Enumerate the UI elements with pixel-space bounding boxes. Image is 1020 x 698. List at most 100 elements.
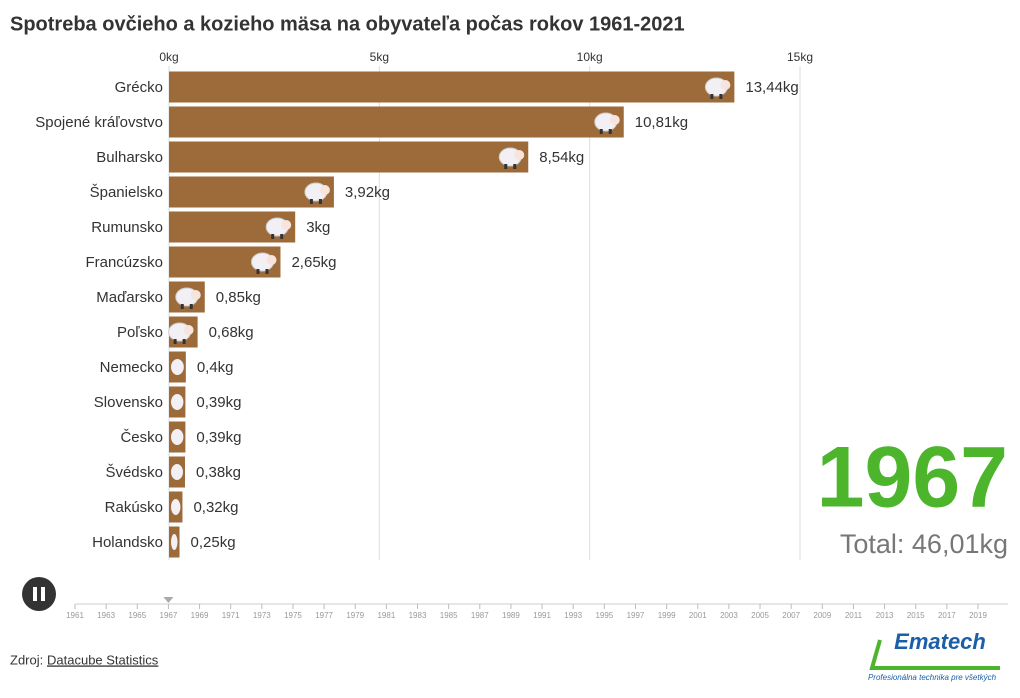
- value-label: 0,38kg: [196, 464, 241, 481]
- bar: [169, 71, 735, 103]
- timeline-label: 1995: [595, 611, 613, 620]
- y-tick-label: Slovensko: [94, 394, 163, 411]
- timeline-label: 2019: [969, 611, 987, 620]
- current-year: 1967: [817, 430, 1008, 526]
- y-tick-label: Francúzsko: [85, 254, 163, 271]
- sheep-leg: [599, 129, 603, 134]
- value-label: 3kg: [306, 219, 330, 236]
- timeline-label: 2007: [782, 611, 800, 620]
- x-tick-label: 10kg: [577, 50, 603, 64]
- timeline-label: 2001: [689, 611, 707, 620]
- sheep-head: [514, 150, 525, 160]
- sheep-icon: [171, 429, 184, 445]
- sheep-head: [720, 80, 731, 90]
- bar: [169, 106, 624, 138]
- sheep-head: [281, 220, 292, 230]
- sheep-leg: [256, 269, 260, 274]
- timeline-label: 1997: [627, 611, 645, 620]
- sheep-icon: [171, 499, 181, 515]
- source-link[interactable]: Datacube Statistics: [47, 652, 159, 667]
- timeline-label: 2003: [720, 611, 738, 620]
- chart-title: Spotreba ovčieho a kozieho mäsa na obyva…: [10, 13, 685, 35]
- sheep-leg: [719, 94, 723, 99]
- sheep-icon: [175, 287, 201, 309]
- sheep-leg: [271, 234, 275, 239]
- timeline-label: 1961: [66, 611, 84, 620]
- sheep-icon: [171, 464, 183, 480]
- sheep-leg: [265, 269, 269, 274]
- y-tick-label: Maďarsko: [96, 289, 163, 306]
- sheep-icon: [265, 217, 292, 239]
- value-label: 3,92kg: [345, 184, 390, 201]
- sheep-icon: [171, 359, 184, 375]
- timeline-label: 1975: [284, 611, 302, 620]
- x-tick-label: 15kg: [787, 50, 813, 64]
- pause-circle[interactable]: [22, 577, 56, 611]
- sheep-leg: [710, 94, 714, 99]
- sheep-head: [609, 115, 620, 125]
- y-tick-label: Česko: [120, 429, 163, 446]
- sheep-head: [319, 185, 330, 195]
- y-tick-label: Rumunsko: [91, 219, 163, 236]
- timeline-label: 1993: [564, 611, 582, 620]
- value-label: 13,44kg: [745, 79, 798, 96]
- timeline-label: 1981: [377, 611, 395, 620]
- timeline-label: 1967: [160, 611, 178, 620]
- y-tick-label: Rakúsko: [105, 499, 163, 516]
- timeline-label: 1999: [658, 611, 676, 620]
- timeline-label: 2015: [907, 611, 925, 620]
- timeline-label: 1991: [533, 611, 551, 620]
- sheep-leg: [309, 199, 313, 204]
- sheep-head: [190, 290, 201, 300]
- sheep-head: [183, 325, 194, 335]
- timeline-label: 2005: [751, 611, 769, 620]
- y-tick-label: Spojené kráľovstvo: [35, 114, 163, 131]
- pause-bar[interactable]: [41, 587, 45, 601]
- sheep-leg: [608, 129, 612, 134]
- value-label: 0,39kg: [196, 429, 241, 446]
- timeline-label: 1973: [253, 611, 271, 620]
- value-label: 0,4kg: [197, 359, 234, 376]
- timeline-label: 1971: [222, 611, 240, 620]
- sheep-leg: [318, 199, 322, 204]
- play-button[interactable]: [22, 577, 56, 611]
- value-label: 10,81kg: [635, 114, 688, 131]
- y-tick-label: Poľsko: [117, 324, 163, 341]
- bar: [169, 141, 529, 173]
- timeline-label: 1985: [440, 611, 458, 620]
- sheep-icon: [171, 394, 184, 410]
- sheep-leg: [180, 304, 184, 309]
- sheep-icon: [168, 322, 194, 344]
- timeline-label: 2011: [845, 611, 863, 620]
- y-tick-label: Švédsko: [105, 464, 163, 481]
- y-tick-label: Španielsko: [90, 184, 163, 201]
- timeline-pointer: [163, 597, 174, 603]
- sheep-icon: [304, 182, 330, 204]
- total: Total: 46,01kg: [840, 529, 1008, 559]
- sheep-icon: [594, 112, 620, 134]
- x-tick-label: 0kg: [159, 50, 178, 64]
- timeline-label: 2009: [813, 611, 831, 620]
- sheep-leg: [182, 339, 186, 344]
- value-label: 2,65kg: [291, 254, 336, 271]
- pause-bar[interactable]: [33, 587, 37, 601]
- timeline-label: 1983: [409, 611, 427, 620]
- logo: Ematech: [894, 629, 986, 654]
- sheep-icon: [498, 147, 525, 169]
- timeline-label: 1979: [346, 611, 364, 620]
- sheep-leg: [513, 164, 517, 169]
- x-tick-label: 5kg: [370, 50, 389, 64]
- sheep-head: [266, 255, 277, 265]
- y-tick-label: Bulharsko: [96, 149, 163, 166]
- timeline-label: 2013: [876, 611, 894, 620]
- sheep-icon: [250, 252, 277, 274]
- timeline-label: 1989: [502, 611, 520, 620]
- value-label: 0,85kg: [216, 289, 261, 306]
- sheep-leg: [504, 164, 508, 169]
- value-label: 0,39kg: [196, 394, 241, 411]
- sheep-leg: [173, 339, 177, 344]
- y-tick-label: Holandsko: [92, 534, 163, 551]
- sheep-leg: [280, 234, 284, 239]
- y-tick-label: Grécko: [115, 79, 163, 96]
